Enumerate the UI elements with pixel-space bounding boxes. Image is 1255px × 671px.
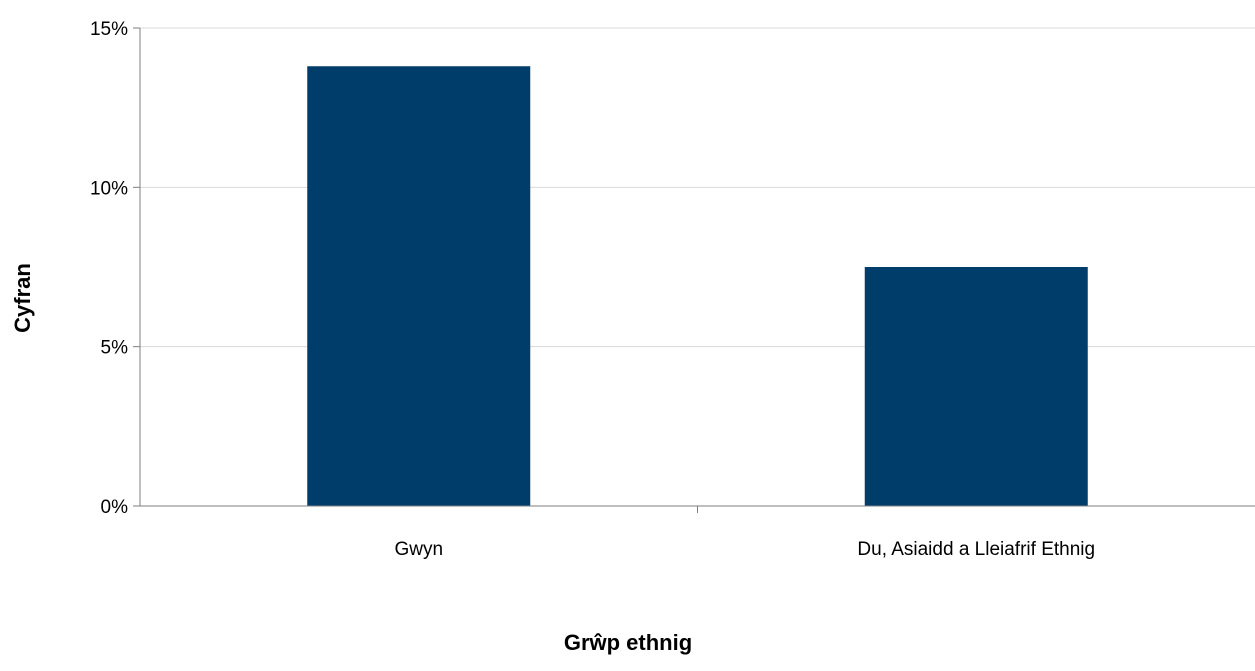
y-tick-label: 5% bbox=[101, 338, 129, 359]
bar bbox=[864, 267, 1088, 506]
y-axis-title: Cyfran bbox=[10, 263, 35, 333]
x-tick-label: Gwyn bbox=[394, 539, 443, 560]
y-tick-label: 10% bbox=[90, 178, 128, 199]
bar bbox=[307, 66, 531, 507]
y-tick-label: 15% bbox=[90, 19, 128, 40]
x-axis-title: Grŵp ethnig bbox=[564, 630, 692, 655]
x-tick-labels: Gwyn Du, Asiaidd a Lleiafrif Ethnig bbox=[394, 539, 1095, 560]
bars bbox=[307, 66, 1088, 507]
y-tick-label: 0% bbox=[101, 497, 129, 518]
y-tick-labels: 0% 5% 10% 15% bbox=[90, 19, 128, 518]
x-tick-label: Du, Asiaidd a Lleiafrif Ethnig bbox=[857, 539, 1095, 560]
axes bbox=[133, 27, 1255, 513]
